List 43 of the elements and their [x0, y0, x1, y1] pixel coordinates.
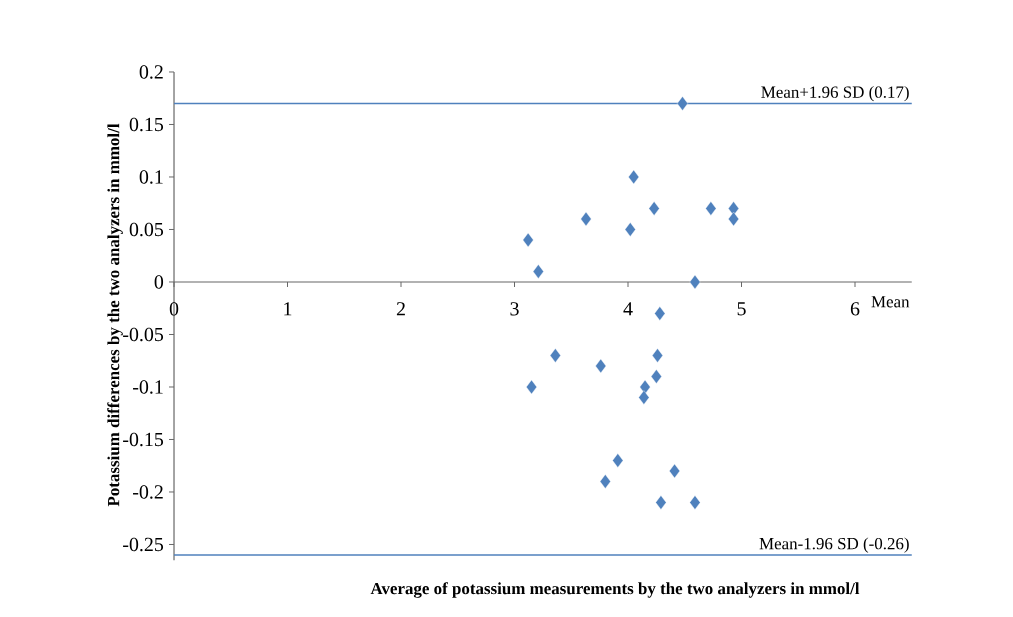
- point: [638, 390, 650, 405]
- point: [532, 264, 544, 279]
- y-tick-label: 0.2: [139, 65, 163, 79]
- point: [628, 169, 640, 185]
- point: [655, 495, 667, 510]
- y-axis-title: Potassium differences by the two analyzers in mmol/l: [107, 123, 123, 507]
- point: [654, 306, 666, 321]
- point: [689, 274, 701, 290]
- point: [580, 211, 592, 227]
- y-tick-label: 0.1: [139, 170, 163, 184]
- x-tick-label: 0: [169, 302, 179, 316]
- point: [648, 201, 660, 216]
- x-tick-label: 5: [737, 302, 746, 316]
- point: [624, 222, 636, 237]
- point: [728, 211, 740, 227]
- y-tick-label: -0.05: [123, 327, 164, 342]
- point: [705, 201, 717, 216]
- point: [677, 96, 688, 111]
- point: [639, 379, 651, 395]
- ref-line-label: Mean-1.96 SD (-0.26): [759, 537, 909, 553]
- y-tick-label: 0: [154, 275, 164, 289]
- point: [522, 232, 534, 248]
- point: [652, 348, 663, 363]
- point: [595, 358, 607, 374]
- point: [689, 495, 701, 510]
- x-tick-label: 1: [284, 302, 292, 316]
- ref-line-label: Mean+1.96 SD (0.17): [761, 85, 909, 102]
- y-tick-label: -0.1: [133, 380, 163, 394]
- point: [612, 453, 624, 468]
- y-tick-label: -0.25: [123, 537, 164, 552]
- point: [599, 474, 611, 489]
- x-tick-label: 6: [850, 302, 860, 316]
- y-tick-label: -0.2: [133, 485, 163, 499]
- x-tick-label: 2: [396, 302, 405, 316]
- y-tick-label: 0.05: [129, 222, 164, 237]
- x-tick-label: 4: [623, 302, 633, 316]
- point: [549, 348, 561, 363]
- y-tick-label: -0.15: [123, 432, 164, 447]
- point: [650, 369, 662, 384]
- x-tick-label: 3: [510, 302, 519, 316]
- annotation: Mean: [871, 296, 910, 308]
- x-axis-title: Average of potassium measurements by the two analyzers in mmol/l: [370, 582, 860, 598]
- y-tick-label: 0.15: [129, 117, 164, 132]
